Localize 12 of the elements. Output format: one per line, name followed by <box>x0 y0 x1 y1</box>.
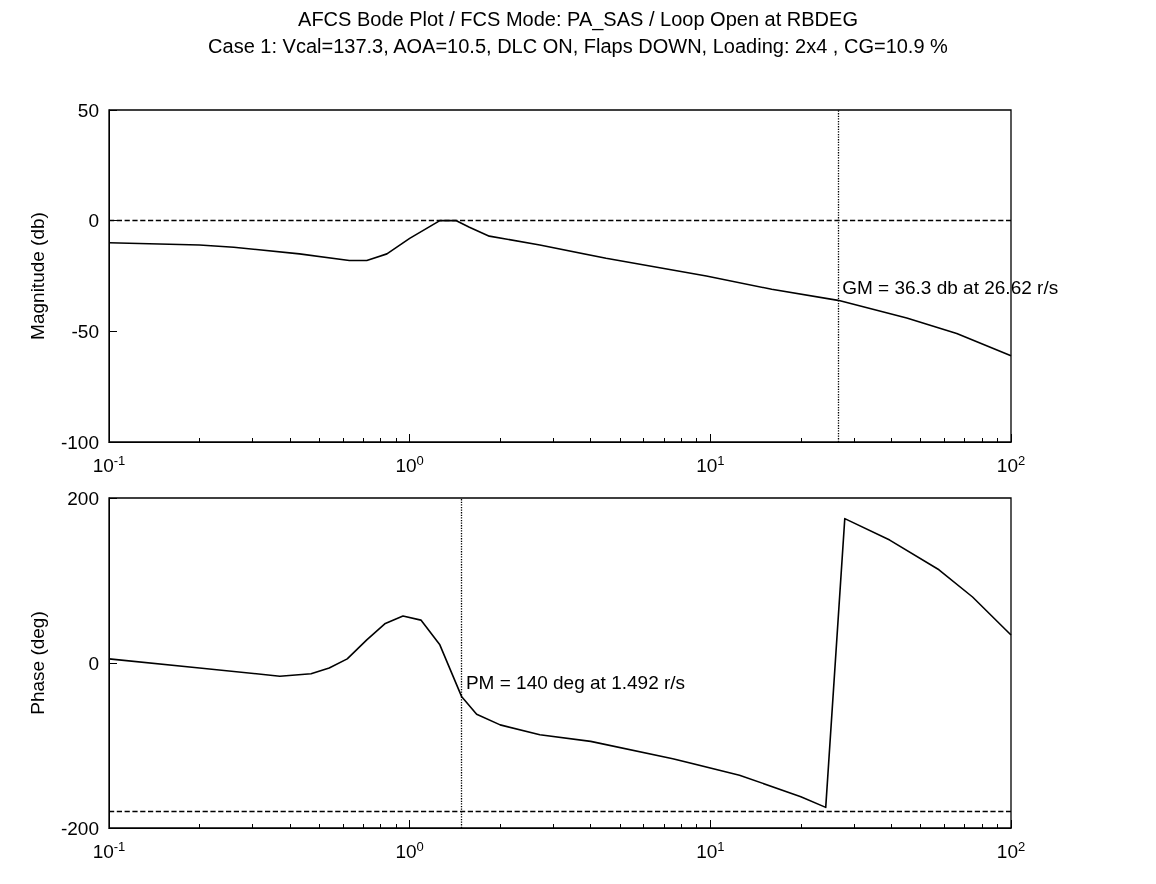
y-tick-label: 200 <box>67 487 99 509</box>
y-tick-label: 0 <box>88 210 99 232</box>
y-axis-title: Magnitude (db) <box>27 212 48 340</box>
y-tick-label: -200 <box>60 817 99 839</box>
chart-subtitle: Case 1: Vcal=137.3, AOA=10.5, DLC ON, Flaps DOWN, Loading: 2x4 , CG=10.9 % <box>207 34 949 59</box>
y-axis-title: Phase (deg) <box>27 611 48 715</box>
annotation: PM = 140 deg at 1.492 r/s <box>465 671 686 693</box>
y-tick-label: 0 <box>88 652 99 674</box>
y-tick-label: -50 <box>71 320 99 342</box>
y-tick-label: 50 <box>77 99 99 121</box>
chart-title: AFCS Bode Plot / FCS Mode: PA_SAS / Loop Open at RBDEG <box>297 7 859 33</box>
y-tick-label: -100 <box>60 431 99 453</box>
